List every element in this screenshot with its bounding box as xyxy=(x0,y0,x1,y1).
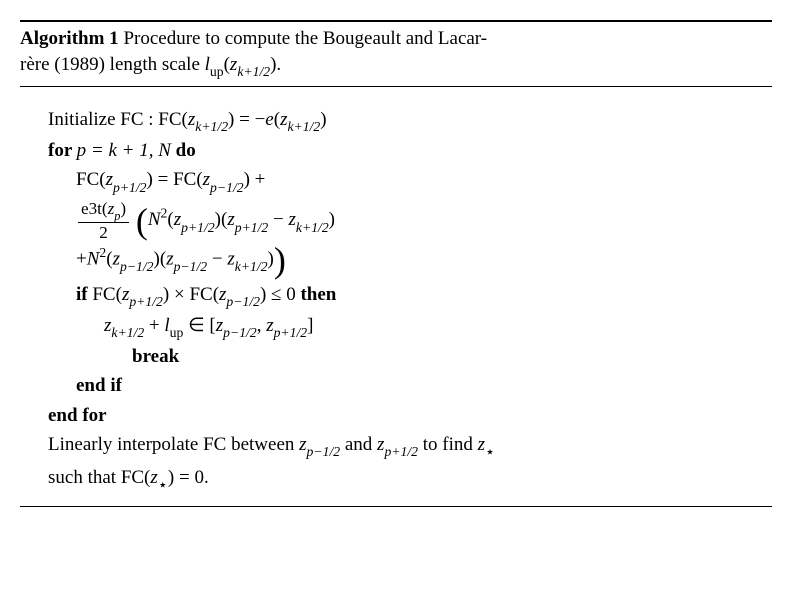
line-for: for p = k + 1, N do xyxy=(20,136,772,165)
line-break: break xyxy=(20,342,772,371)
line-update-a: FC(zp+1/2) = FC(zp−1/2) + xyxy=(20,165,772,196)
line-interval: zk+1/2 + lup ∈ [zp−1/2, zp+1/2] xyxy=(20,311,772,342)
big-paren-close: ) xyxy=(274,240,286,280)
line-interp-a: Linearly interpolate FC between zp−1/2 a… xyxy=(20,430,772,463)
line-initialize: Initialize FC : FC(zk+1/2) = −e(zk+1/2) xyxy=(20,105,772,136)
algorithm-label: Algorithm 1 xyxy=(20,28,119,49)
line-endfor: end for xyxy=(20,401,772,430)
algorithm-header: Algorithm 1 Procedure to compute the Bou… xyxy=(20,22,772,87)
caption-line1: Procedure to compute the Bougeault and L… xyxy=(119,28,487,49)
line-endif: end if xyxy=(20,371,772,400)
line-interp-b: such that FC(z⋆) = 0. xyxy=(20,463,772,496)
caption-line2: rère (1989) length scale lup(zk+1/2). xyxy=(20,52,772,80)
line-update-b: e3t(zp) 2 (N2(zp+1/2)(zp+1/2 − zk+1/2) xyxy=(20,196,772,245)
algorithm-body: Initialize FC : FC(zk+1/2) = −e(zk+1/2) … xyxy=(20,87,772,506)
algorithm-box: Algorithm 1 Procedure to compute the Bou… xyxy=(20,20,772,507)
line-if: if FC(zp+1/2) × FC(zp−1/2) ≤ 0 then xyxy=(20,280,772,311)
big-paren-open: ( xyxy=(136,201,148,241)
fraction: e3t(zp) 2 xyxy=(78,200,129,241)
line-update-c: +N2(zp−1/2)(zp−1/2 − zk+1/2)) xyxy=(20,245,772,280)
